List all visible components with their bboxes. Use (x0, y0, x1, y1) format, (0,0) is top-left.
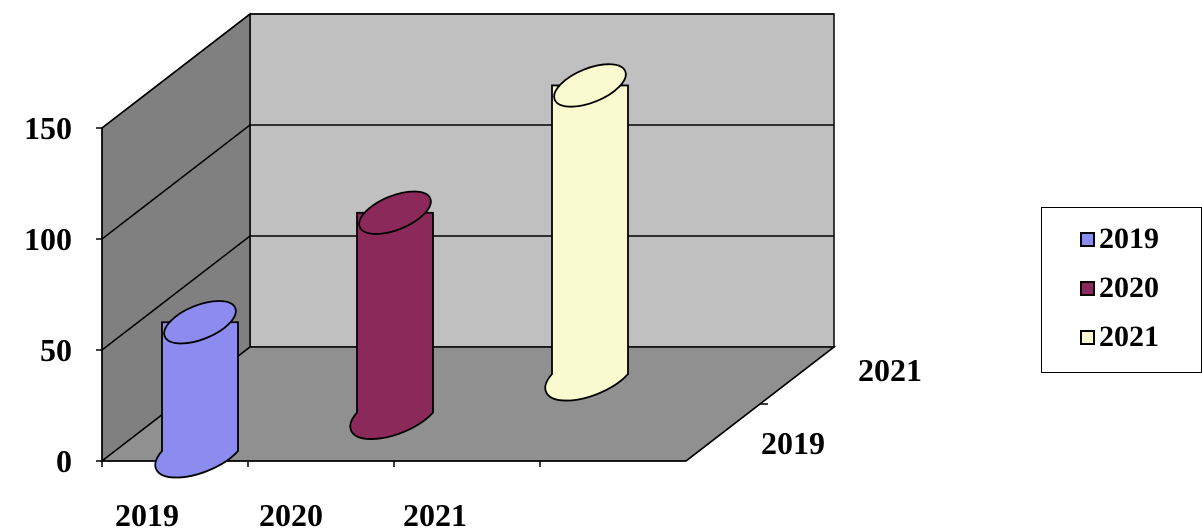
legend-swatch (1080, 329, 1095, 345)
x-tick-label: 2021 (403, 497, 467, 530)
legend-item: 2019 (1080, 222, 1159, 256)
y-tick-label: 0 (56, 443, 72, 479)
back-wall (249, 13, 835, 348)
y-tick-label: 50 (40, 332, 72, 368)
chart-bars (154, 63, 629, 479)
bar-body (544, 84, 629, 402)
legend-label: 2019 (1099, 222, 1159, 255)
depth-tick-label: 2021 (858, 352, 922, 388)
legend: 2019 2020 2021 (1041, 207, 1202, 373)
depth-tick-label: 2019 (761, 425, 825, 461)
bar-top (358, 190, 432, 235)
bar-2019 (154, 300, 239, 479)
bar-2020 (349, 190, 434, 440)
x-tick-label: 2020 (259, 497, 323, 530)
bar-top (163, 300, 237, 345)
bar-body (154, 321, 239, 479)
gridline-side (101, 124, 251, 240)
bar-body (349, 211, 434, 440)
x-tick-label: 2019 (115, 497, 179, 530)
bar-2021 (544, 63, 629, 402)
legend-item: 2020 (1080, 271, 1159, 305)
legend-label: 2020 (1099, 271, 1159, 304)
legend-swatch (1080, 280, 1095, 296)
y-tick-label: 100 (24, 221, 72, 257)
gridline-side (101, 235, 251, 351)
y-tick-label: 150 (24, 110, 72, 146)
gridline-side (101, 13, 251, 129)
legend-swatch (1080, 231, 1095, 247)
legend-label: 2021 (1099, 320, 1159, 353)
bar-top (553, 63, 627, 108)
legend-item: 2021 (1080, 320, 1159, 354)
chart-labels: 0 50 100 150 2019 2020 2021 2019 2021 (24, 110, 922, 530)
chart-gridlines (96, 13, 834, 462)
